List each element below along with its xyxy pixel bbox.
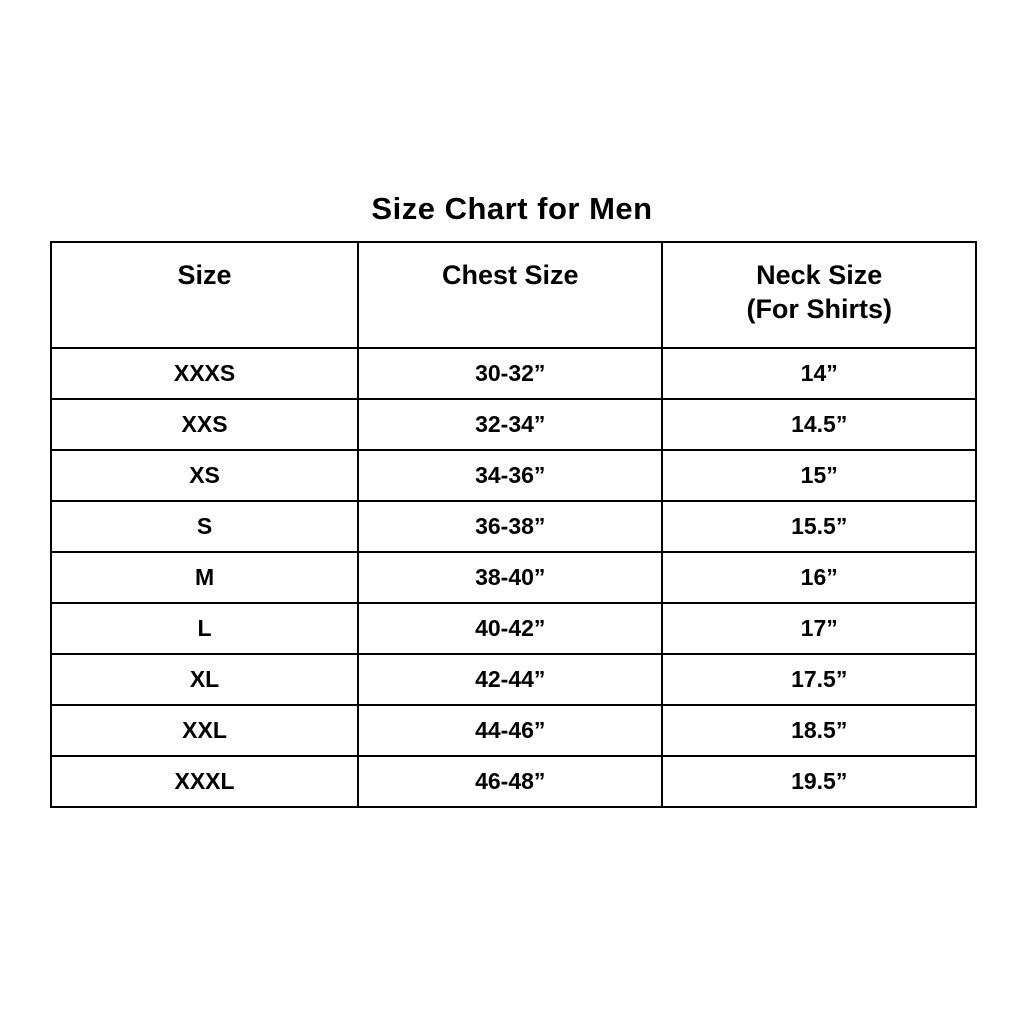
chest-size-cell: 36-38”	[357, 500, 664, 553]
neck-size-cell: 14.5”	[661, 398, 977, 451]
size-cell: XXL	[49, 704, 360, 757]
neck-size-cell: 16”	[661, 551, 977, 604]
table-row: XL 42-44” 17.5”	[49, 653, 977, 706]
chest-size-cell: 38-40”	[357, 551, 664, 604]
size-cell: M	[49, 551, 360, 604]
table-row: XXS 32-34” 14.5”	[49, 398, 977, 451]
table-row: L 40-42” 17”	[49, 602, 977, 655]
size-cell: S	[49, 500, 360, 553]
chest-size-cell: 30-32”	[357, 347, 664, 400]
size-cell: L	[49, 602, 360, 655]
table-row: XS 34-36” 15”	[49, 449, 977, 502]
table-header-row: Size Chest Size Neck Size (For Shirts)	[49, 241, 977, 349]
page-title: Size Chart for Men	[371, 190, 653, 226]
column-header-chest-size: Chest Size	[357, 241, 664, 349]
chest-size-cell: 32-34”	[357, 398, 664, 451]
neck-size-sublabel: (For Shirts)	[746, 293, 892, 324]
size-cell: XS	[49, 449, 360, 502]
neck-size-cell: 14”	[661, 347, 977, 400]
table-row: XXL 44-46” 18.5”	[49, 704, 977, 757]
chest-size-cell: 42-44”	[357, 653, 664, 706]
neck-size-cell: 17”	[661, 602, 977, 655]
table-row: XXXL 46-48” 19.5”	[49, 755, 977, 808]
chest-size-cell: 40-42”	[357, 602, 664, 655]
table-row: S 36-38” 15.5”	[49, 500, 977, 553]
neck-size-cell: 17.5”	[661, 653, 977, 706]
table-row: XXXS 30-32” 14”	[49, 347, 977, 400]
neck-size-cell: 19.5”	[661, 755, 977, 808]
chest-size-cell: 46-48”	[357, 755, 664, 808]
chest-size-cell: 44-46”	[357, 704, 664, 757]
neck-size-cell: 18.5”	[661, 704, 977, 757]
size-cell: XXXS	[49, 347, 360, 400]
table-row: M 38-40” 16”	[49, 551, 977, 604]
column-header-size: Size	[49, 241, 360, 349]
column-header-neck-size: Neck Size (For Shirts)	[661, 241, 977, 349]
neck-size-cell: 15.5”	[661, 500, 977, 553]
neck-size-label: Neck Size	[756, 260, 883, 290]
size-cell: XXXL	[49, 755, 360, 808]
size-cell: XXS	[49, 398, 360, 451]
size-cell: XL	[49, 653, 360, 706]
neck-size-cell: 15”	[661, 449, 977, 502]
chest-size-cell: 34-36”	[357, 449, 664, 502]
size-chart-table: Size Chest Size Neck Size (For Shirts) X…	[49, 241, 977, 808]
